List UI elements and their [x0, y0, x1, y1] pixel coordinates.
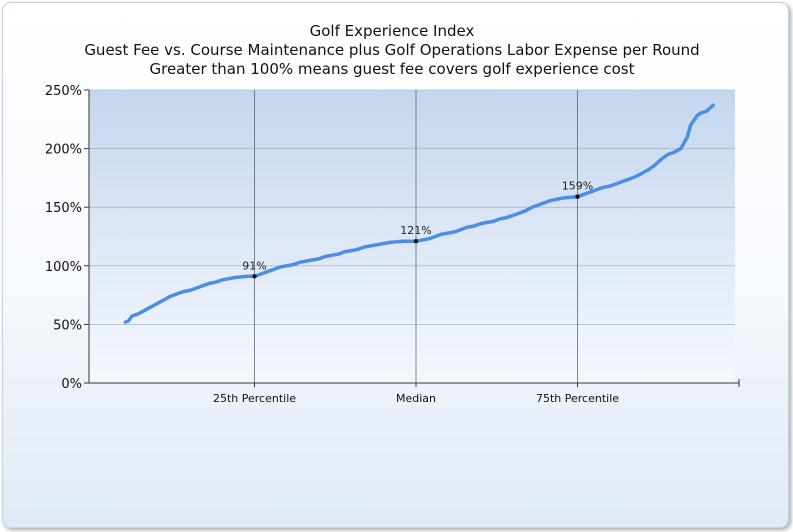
x-category-label: 25th Percentile: [213, 392, 296, 405]
y-tick-label: 150%: [45, 201, 82, 216]
chart-title: Golf Experience Index: [310, 22, 475, 40]
annotation-label: 91%: [242, 259, 266, 272]
plot-area: [89, 90, 735, 383]
annotation-point: [413, 238, 419, 244]
annotations: 91% 121% 159%: [242, 180, 593, 279]
series-layer: [123, 103, 715, 324]
annotation-point: [252, 274, 257, 279]
series-line: [123, 103, 715, 324]
axes: [88, 90, 740, 387]
x-axis-categories: 25th Percentile Median 75th Percentile: [213, 392, 619, 405]
chart-subtitle-line-1: Guest Fee vs. Course Maintenance plus Go…: [84, 41, 699, 59]
chart-subtitle-line-2: Greater than 100% means guest fee covers…: [149, 60, 634, 78]
y-tick-label: 250%: [45, 84, 82, 99]
y-tick-label: 200%: [45, 143, 82, 158]
annotation-label: 121%: [400, 224, 431, 237]
x-category-label: 75th Percentile: [536, 392, 619, 405]
y-tick-label: 100%: [45, 260, 82, 275]
annotation-label: 159%: [562, 180, 593, 193]
x-category-label: Median: [396, 392, 436, 405]
chart: Golf Experience Index Guest Fee vs. Cour…: [45, 22, 740, 405]
annotation-point: [575, 194, 580, 199]
gridlines: [89, 89, 735, 383]
y-axis-ticks: 0% 50% 100% 150% 200% 250%: [45, 84, 578, 392]
y-tick-label: 0%: [61, 377, 82, 392]
y-tick-label: 50%: [53, 318, 82, 333]
